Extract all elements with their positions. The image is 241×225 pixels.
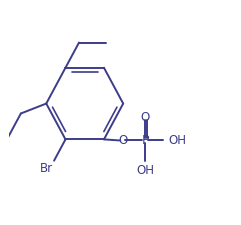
- Text: O: O: [141, 110, 150, 124]
- Text: OH: OH: [136, 164, 154, 177]
- Text: OH: OH: [169, 134, 187, 147]
- Text: P: P: [141, 134, 149, 147]
- Text: O: O: [118, 134, 127, 147]
- Text: Br: Br: [40, 162, 53, 175]
